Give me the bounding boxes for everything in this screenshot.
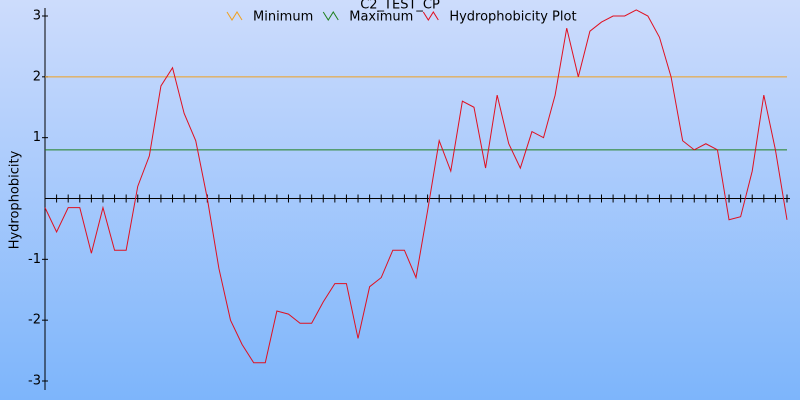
y-axis-label: Hydrophobicity [8, 150, 23, 249]
legend-label: Hydrophobicity Plot [449, 10, 576, 25]
y-tick-label: 2 [33, 69, 41, 84]
legend-icon [226, 11, 243, 21]
chart-title: C2_TEST_CP [360, 0, 440, 13]
y-tick-label: -1 [28, 252, 41, 267]
legend-label: Minimum [253, 10, 313, 25]
legend-icon [422, 11, 439, 21]
series-line [44, 9, 788, 364]
y-tick-label: -3 [28, 374, 41, 389]
legend-label: Maximum [349, 10, 413, 25]
y-tick-label: 3 [33, 9, 41, 24]
legend-icon [322, 11, 339, 21]
y-tick-label: -2 [28, 313, 41, 328]
y-tick-label: 1 [33, 130, 41, 145]
